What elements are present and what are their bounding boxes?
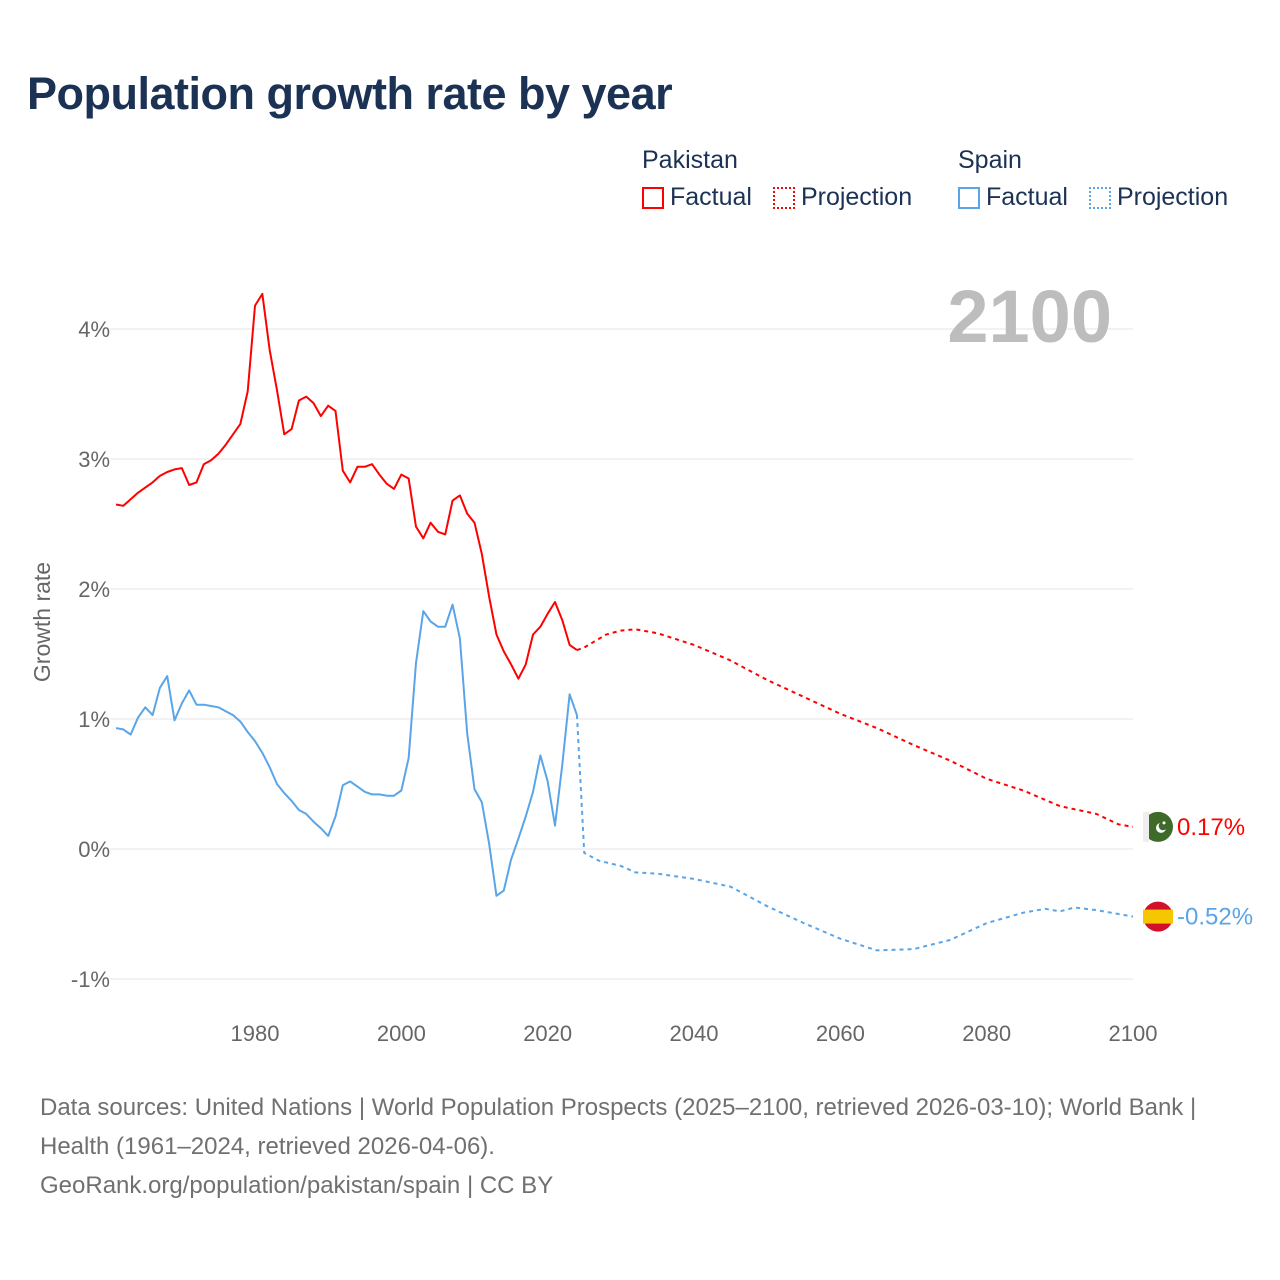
spain-projection-line: [575, 715, 1134, 952]
factual-swatch: [958, 186, 980, 209]
legend-label: Factual: [670, 183, 752, 211]
legend-pakistan-projection[interactable]: Projection: [772, 183, 913, 212]
legend-label: Projection: [1116, 183, 1229, 211]
line-chart: 4% 3% 2% 1% 0% -1% 1980 2000 2020 2040 2060 2080 21…: [29, 275, 1253, 1046]
legend-pakistan-factual[interactable]: Factual: [642, 183, 752, 212]
spain-end-value: -0.52%: [1177, 904, 1253, 931]
spain-flag-icon: [1143, 901, 1173, 932]
end-labels: 0.17% -0.52%: [1143, 811, 1253, 932]
legend-group-name: Spain: [958, 146, 1022, 174]
gridlines: [110, 328, 1133, 980]
source-link[interactable]: GeoRank.org/population/pakistan/spain | …: [40, 1172, 554, 1199]
legend-label: Projection: [800, 183, 913, 211]
pakistan-projection-line: [576, 628, 1134, 828]
x-tick-label: 2040: [670, 1021, 719, 1046]
flag-stripe: [1143, 811, 1149, 842]
x-tick-label: 2080: [962, 1021, 1011, 1046]
y-tick-label: 0%: [78, 837, 110, 862]
y-axis-label: Growth rate: [29, 562, 55, 682]
spain-factual-line: [115, 603, 578, 897]
y-tick-label: -1%: [71, 967, 110, 992]
flag-stripe: [1143, 909, 1173, 924]
current-year-label: 2100: [947, 275, 1112, 358]
legend-group-name: Pakistan: [642, 146, 738, 174]
x-tick-label: 2060: [816, 1021, 865, 1046]
series-lines: [115, 292, 1134, 952]
footer: Data sources: United Nations | World Pop…: [40, 1088, 1240, 1205]
pakistan-flag-icon: [1143, 811, 1173, 842]
chart-title: Population growth rate by year: [27, 68, 673, 119]
data-sources: Data sources: United Nations | World Pop…: [40, 1094, 1197, 1160]
legend-pakistan: Pakistan Factual Projection: [642, 146, 926, 216]
x-tick-label: 2000: [377, 1021, 426, 1046]
y-tick-label: 4%: [78, 317, 110, 342]
star: [1162, 821, 1166, 825]
x-tick-label: 1980: [231, 1021, 280, 1046]
factual-swatch: [642, 186, 664, 209]
x-axis-ticks: 1980 2000 2020 2040 2060 2080 2100: [231, 1021, 1158, 1046]
y-tick-label: 3%: [78, 447, 110, 472]
pakistan-end-value: 0.17%: [1177, 814, 1245, 841]
projection-swatch: [1088, 186, 1111, 209]
x-tick-label: 2020: [523, 1021, 572, 1046]
legend-label: Factual: [986, 183, 1068, 211]
pakistan-factual-line: [115, 292, 578, 680]
legend-spain: Spain Factual Projection: [958, 146, 1228, 216]
y-axis-ticks: 4% 3% 2% 1% 0% -1%: [71, 317, 110, 992]
y-tick-label: 2%: [78, 577, 110, 602]
legend-spain-factual[interactable]: Factual: [958, 183, 1068, 212]
legend-spain-projection[interactable]: Projection: [1088, 183, 1229, 212]
x-tick-label: 2100: [1109, 1021, 1158, 1046]
projection-swatch: [772, 186, 795, 209]
y-tick-label: 1%: [78, 707, 110, 732]
